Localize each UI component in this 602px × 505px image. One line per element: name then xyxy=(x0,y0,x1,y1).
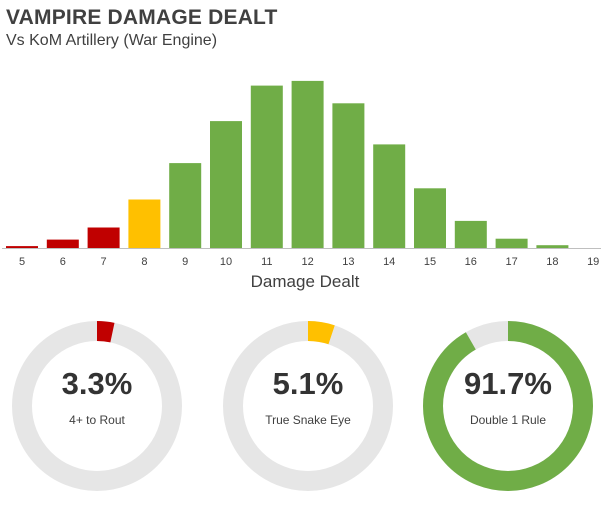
tick-label-9: 9 xyxy=(182,256,188,268)
donut-snake-eye-arc xyxy=(223,321,393,491)
bar-15 xyxy=(414,188,446,248)
donut-rout-value: 3.3% xyxy=(61,366,133,401)
bar-5 xyxy=(6,246,38,248)
bar-8 xyxy=(128,199,161,248)
donut-rout-track xyxy=(12,321,182,491)
tick-label-15: 15 xyxy=(424,256,436,268)
bar-14 xyxy=(373,144,406,248)
donut-snake-eye: 5.1% True Snake Eye xyxy=(222,320,394,492)
tick-label-6: 6 xyxy=(60,256,66,268)
bar-10 xyxy=(210,121,242,248)
donut-snake-eye-label: True Snake Eye xyxy=(265,413,351,427)
tick-label-14: 14 xyxy=(383,256,395,268)
tick-label-10: 10 xyxy=(220,256,232,268)
bar-18 xyxy=(536,245,569,248)
chart-subtitle: Vs KoM Artillery (War Engine) xyxy=(6,32,218,49)
donut-double-one-value: 91.7% xyxy=(464,366,552,401)
bar-16 xyxy=(454,220,487,248)
donut-double-one-arc xyxy=(423,321,593,491)
tick-label-18: 18 xyxy=(546,256,558,268)
tick-label-5: 5 xyxy=(19,256,25,268)
donut-snake-eye-track xyxy=(223,321,393,491)
donut-rout-graphic xyxy=(12,321,182,491)
donut-double-one-label: Double 1 Rule xyxy=(469,413,547,427)
tick-label-8: 8 xyxy=(141,256,147,268)
donut-rout-arc xyxy=(12,321,182,491)
damage-bar-chart: 5 6 7 8 9 10 11 12 13 14 15 16 17 18 19 Damage Dealt xyxy=(2,80,601,291)
donut-rout-label: 4+ to Rout xyxy=(69,413,125,427)
bar-13 xyxy=(332,103,365,248)
donut-snake-eye-graphic xyxy=(223,321,393,491)
bar-17 xyxy=(495,238,528,248)
chart-title: VAMPIRE DAMAGE DEALT xyxy=(6,6,278,29)
bar-7 xyxy=(87,227,120,248)
tick-label-13: 13 xyxy=(342,256,354,268)
x-axis-label: Damage Dealt xyxy=(251,272,360,291)
bar-6 xyxy=(46,239,79,248)
donut-double-one-graphic xyxy=(423,321,593,491)
bar-12 xyxy=(291,80,324,249)
tick-label-7: 7 xyxy=(101,256,107,268)
tick-label-17: 17 xyxy=(505,256,517,268)
tick-label-19: 19 xyxy=(587,256,599,268)
bar-9 xyxy=(169,163,202,248)
tick-label-11: 11 xyxy=(261,256,272,268)
donut-rout: 3.3% 4+ to Rout xyxy=(11,320,183,492)
tick-label-12: 12 xyxy=(301,256,313,268)
tick-label-16: 16 xyxy=(465,256,477,268)
donut-double-one: 91.7% Double 1 Rule xyxy=(422,320,594,492)
donut-snake-eye-value: 5.1% xyxy=(272,366,344,401)
bar-11 xyxy=(250,85,283,248)
